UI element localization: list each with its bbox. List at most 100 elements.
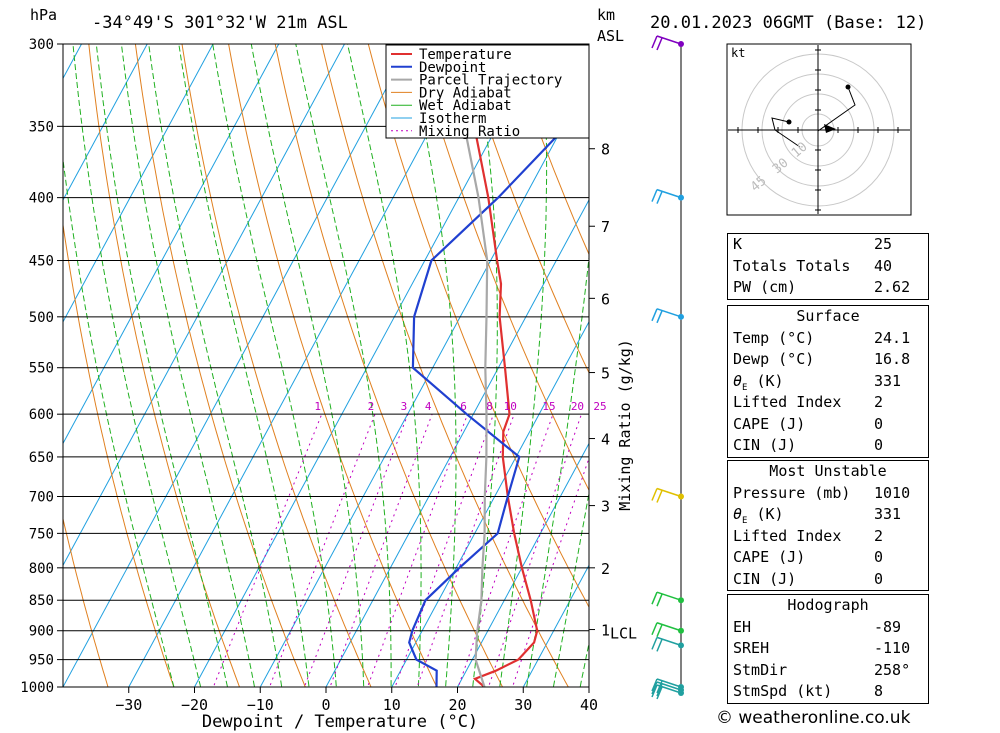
isotherm-line bbox=[522, 564, 589, 687]
legend-label: Isotherm bbox=[419, 111, 486, 127]
dry-adiabat-line bbox=[367, 44, 589, 609]
table-row: StmDir 258° bbox=[728, 660, 928, 682]
table-row: Dewp (°C) 16.8 bbox=[728, 349, 928, 371]
lcl-label: LCL bbox=[610, 625, 637, 643]
wet-adiabat-line bbox=[406, 44, 457, 687]
table-row: CAPE (J) 0 bbox=[728, 414, 928, 436]
hodograph-table: Hodograph EH -89 SREH -110 StmDir 258° StmSpd (… bbox=[727, 594, 929, 704]
row-label: Lifted Index bbox=[733, 393, 842, 411]
row-label: θE (K) bbox=[733, 371, 784, 393]
wind-barb bbox=[651, 591, 682, 607]
wet-adiabat-line bbox=[346, 44, 422, 687]
legend-label: Wet Adiabat bbox=[419, 98, 512, 114]
mixing-ratio-tick-label: 1 bbox=[314, 400, 321, 413]
dry-adiabat-line bbox=[953, 7, 1000, 713]
height-tick-label: 6 bbox=[601, 290, 610, 308]
row-value: 2 bbox=[874, 393, 884, 411]
hodograph-point bbox=[786, 119, 792, 125]
table-row: Lifted Index 2 bbox=[728, 526, 928, 548]
table-row: CIN (J) 0 bbox=[728, 435, 928, 457]
table-row: Lifted Index 2 bbox=[728, 392, 928, 414]
row-label: EH bbox=[733, 617, 752, 636]
wind-barbs bbox=[651, 35, 684, 700]
wet-adiabat-line bbox=[472, 44, 498, 687]
wind-barb bbox=[651, 622, 682, 638]
dry-adiabat-line bbox=[181, 44, 372, 687]
legend-label: Mixing Ratio bbox=[419, 124, 520, 140]
dry-adiabat-line bbox=[321, 44, 569, 687]
background-lines bbox=[63, 7, 1000, 713]
row-value: 0 bbox=[874, 548, 884, 566]
table-row: CIN (J) 0 bbox=[728, 569, 928, 591]
isotherm-line bbox=[63, 44, 346, 567]
row-label: CIN (J) bbox=[733, 569, 797, 588]
wind-barb bbox=[651, 636, 682, 652]
row-label: StmSpd (kt) bbox=[733, 682, 833, 700]
legend-label: Dry Adiabat bbox=[419, 85, 512, 101]
temperature-tick-label: −10 bbox=[247, 696, 274, 714]
mixing-ratio-line bbox=[394, 414, 494, 687]
height-axis: 8 7 6 5 4 3 2 1 LCL bbox=[589, 141, 637, 643]
profile-parcel-trajectory bbox=[452, 61, 489, 687]
mixing-ratio-tick-label: 10 bbox=[504, 400, 517, 413]
storm-motion-arrow bbox=[824, 124, 836, 133]
row-value: 331 bbox=[874, 371, 902, 390]
row-value: 1010 bbox=[874, 483, 911, 502]
wet-adiabat-line bbox=[178, 44, 310, 687]
temperature-tick-label: 20 bbox=[448, 696, 466, 714]
isotherm-line bbox=[63, 44, 280, 445]
wet-adiabat-line bbox=[526, 253, 589, 687]
height-tick-label: 2 bbox=[601, 560, 610, 578]
isotherm-line bbox=[63, 44, 148, 202]
profile-temperature bbox=[468, 44, 539, 687]
y-axis-right-label: Mixing Ratio (g/kg) bbox=[616, 339, 634, 511]
table-row: Temp (°C) 24.1 bbox=[728, 328, 928, 350]
legend-label: Parcel Trajectory bbox=[419, 73, 562, 89]
row-label: Dewp (°C) bbox=[733, 350, 815, 368]
pressure-tick-label: 850 bbox=[29, 593, 54, 609]
row-value: 258° bbox=[874, 660, 911, 679]
isotherm-line bbox=[63, 44, 214, 323]
hodograph-unit: kt bbox=[731, 46, 745, 60]
pressure-tick-label: 500 bbox=[29, 310, 54, 326]
row-label: StmDir bbox=[733, 660, 788, 679]
mixing-ratio-line bbox=[366, 414, 468, 687]
dry-adiabat-line bbox=[63, 221, 175, 687]
pressure-tick-label: 600 bbox=[29, 407, 54, 423]
mixing-ratio-line bbox=[303, 414, 409, 687]
mixing-ratio-tick-label: 3 bbox=[401, 400, 408, 413]
dry-adiabat-line bbox=[414, 44, 589, 492]
row-value: 25 bbox=[874, 235, 893, 253]
most-unstable-table: Most Unstable Pressure (mb) 1010 θE (K) 331 L… bbox=[727, 460, 929, 591]
wind-barb bbox=[651, 684, 682, 700]
row-label: CAPE (J) bbox=[733, 548, 806, 566]
pressure-tick-label: 550 bbox=[29, 361, 54, 377]
dry-adiabat-line bbox=[507, 44, 589, 256]
dry-adiabat-line bbox=[460, 44, 589, 374]
row-value: 2.62 bbox=[874, 278, 911, 296]
pressure-tick-label: 400 bbox=[29, 191, 54, 207]
temperature-tick-label: 10 bbox=[383, 696, 401, 714]
mixing-ratio-tick-label: 20 bbox=[571, 400, 584, 413]
pressure-tick-label: 350 bbox=[29, 119, 54, 135]
row-label: SREH bbox=[733, 639, 770, 657]
temperature-tick-label: 0 bbox=[321, 696, 330, 714]
wet-adiabat-line bbox=[95, 44, 229, 687]
pressure-tick-label: 700 bbox=[29, 490, 54, 506]
wind-barb bbox=[651, 308, 682, 324]
mixing-ratio-line bbox=[269, 414, 376, 687]
table-title: Most Unstable bbox=[769, 462, 887, 480]
height-tick-label: 1 bbox=[601, 622, 610, 640]
table-row: θE (K) 331 bbox=[728, 371, 928, 393]
row-label: Temp (°C) bbox=[733, 328, 815, 347]
legend-label: Temperature bbox=[419, 47, 512, 63]
pressure-tick-label: 450 bbox=[29, 254, 54, 270]
temperature-tick-label: 40 bbox=[580, 696, 598, 714]
table-row: Pressure (mb) 1010 bbox=[728, 483, 928, 505]
mixing-ratio-tick-label: 15 bbox=[542, 400, 555, 413]
row-label: PW (cm) bbox=[733, 278, 797, 296]
table-title: Hodograph bbox=[787, 596, 869, 614]
indices-table: K 25 Totals Totals 40 PW (cm) 2.62 bbox=[727, 233, 929, 300]
